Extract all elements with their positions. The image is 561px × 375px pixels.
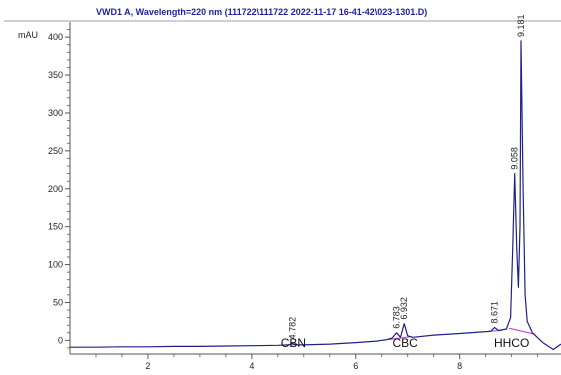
peak-retention-label: 9.058 — [510, 147, 520, 170]
chart-title: VWD1 A, Wavelength=220 nm (111722\111722… — [96, 7, 427, 17]
y-axis-label: mAU — [18, 30, 38, 40]
peak-retention-label: 4.782 — [287, 317, 297, 340]
y-tick-label: 350 — [48, 70, 63, 80]
peak-retention-label: 9.181 — [516, 14, 526, 37]
y-tick-label: 400 — [48, 32, 63, 42]
x-axis-ticks: 2 4 6 8 — [95, 354, 539, 371]
y-axis-ticks: 0 50 100 150 200 250 300 350 400 — [48, 29, 70, 349]
x-tick-label: 2 — [145, 361, 150, 371]
y-tick-label: 50 — [53, 297, 63, 307]
x-tick-label: 6 — [353, 361, 358, 371]
peak-retention-label: 8.671 — [490, 301, 500, 324]
y-tick-label: 200 — [48, 184, 63, 194]
y-tick-label: 300 — [48, 108, 63, 118]
compound-annotations: CBN CBC HHCO — [281, 336, 530, 350]
x-tick-label: 8 — [457, 361, 462, 371]
y-tick-label: 100 — [48, 260, 63, 270]
y-tick-label: 250 — [48, 146, 63, 156]
peak-retention-label: 6.932 — [399, 297, 409, 320]
compound-label: CBC — [392, 336, 418, 350]
compound-label: HHCO — [494, 336, 529, 350]
chromatogram-trace — [70, 40, 561, 351]
peak-retention-label: 6.783 — [391, 306, 401, 329]
y-tick-label: 150 — [48, 222, 63, 232]
integration-baseline — [387, 336, 412, 341]
x-tick-label: 4 — [249, 361, 254, 371]
y-tick-label: 0 — [58, 335, 63, 345]
trace-group — [70, 40, 561, 351]
compound-label: CBN — [281, 336, 306, 350]
integration-baseline — [508, 327, 536, 335]
